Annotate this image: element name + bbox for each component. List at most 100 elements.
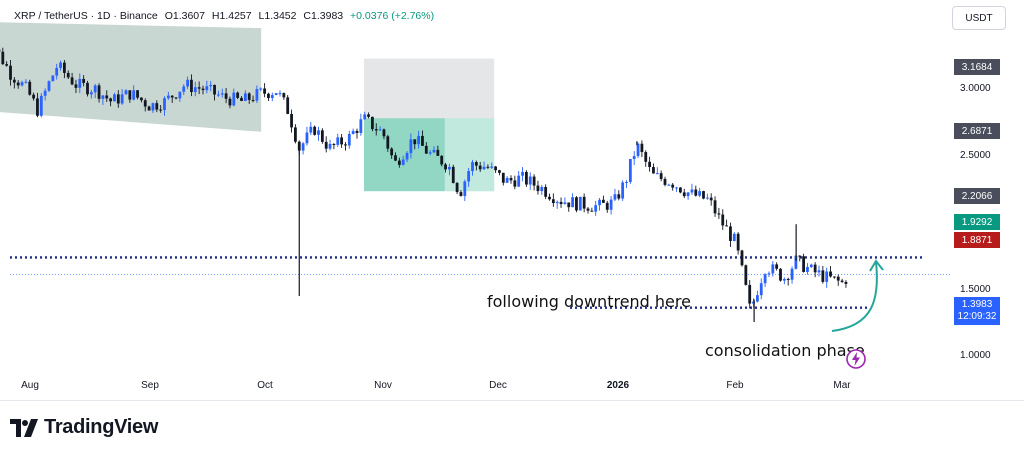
currency-button[interactable]: USDT bbox=[952, 6, 1006, 30]
candle-up bbox=[417, 135, 420, 145]
candle-up bbox=[555, 201, 559, 204]
candle-up bbox=[20, 82, 24, 86]
candle-down bbox=[652, 167, 655, 174]
candle-down bbox=[1, 51, 5, 65]
candle-up bbox=[124, 90, 128, 95]
chart-area[interactable]: XRP / TetherUS · 1D · Binance O1.3607 H1… bbox=[0, 0, 1024, 401]
candle-up bbox=[755, 295, 759, 302]
candle-up bbox=[578, 196, 582, 211]
candle-down bbox=[671, 184, 675, 188]
candle-up bbox=[278, 93, 282, 95]
candle-up bbox=[817, 270, 821, 273]
candle-down bbox=[344, 144, 347, 146]
projection-arrow bbox=[831, 261, 878, 332]
candle-down bbox=[501, 172, 505, 183]
candle-down bbox=[786, 279, 790, 281]
candle-up bbox=[636, 143, 640, 157]
candle-up bbox=[594, 205, 598, 212]
candle-down bbox=[582, 196, 586, 209]
candle-up bbox=[517, 175, 521, 187]
candle-down bbox=[605, 202, 609, 210]
candle-up bbox=[771, 264, 775, 274]
candle-up bbox=[309, 126, 313, 133]
candle-down bbox=[139, 97, 143, 101]
candle-down bbox=[551, 199, 555, 204]
candle-up bbox=[209, 84, 213, 87]
candle-down bbox=[413, 139, 417, 145]
candle-up bbox=[151, 103, 155, 111]
candle-down bbox=[836, 276, 840, 281]
candle-down bbox=[228, 98, 232, 106]
candle-up bbox=[93, 85, 97, 93]
x-tick-label: Feb bbox=[726, 380, 744, 391]
candle-down bbox=[513, 180, 517, 187]
candle-down bbox=[436, 149, 440, 156]
candle-down bbox=[486, 166, 490, 168]
last-price-tag: 1.3983 12:09:32 bbox=[954, 297, 1000, 325]
candle-down bbox=[459, 192, 463, 196]
candle-down bbox=[421, 135, 424, 146]
candle-down bbox=[32, 94, 35, 99]
candle-up bbox=[378, 129, 382, 131]
candle-up bbox=[490, 166, 494, 168]
candle-up bbox=[305, 132, 309, 144]
price-chart[interactable] bbox=[0, 0, 1024, 400]
candle-up bbox=[505, 177, 509, 183]
candle-down bbox=[340, 137, 343, 145]
price-tag-mid: 2.6871 bbox=[954, 123, 1000, 139]
candle-down bbox=[779, 268, 782, 281]
candle-down bbox=[494, 166, 497, 171]
candle-down bbox=[9, 65, 12, 80]
candle-down bbox=[844, 281, 848, 284]
candle-up bbox=[193, 87, 197, 93]
candle-up bbox=[205, 86, 209, 91]
candle-up bbox=[328, 143, 332, 149]
candle-up bbox=[186, 79, 189, 87]
candle-down bbox=[12, 79, 16, 83]
candle-up bbox=[347, 133, 351, 146]
candle-down bbox=[678, 187, 682, 193]
candle-up bbox=[363, 114, 367, 120]
candle-up bbox=[463, 181, 467, 196]
candle-down bbox=[367, 114, 370, 117]
candle-up bbox=[163, 98, 166, 111]
candle-down bbox=[617, 194, 621, 199]
candle-down bbox=[155, 103, 159, 110]
candle-down bbox=[840, 280, 844, 282]
candle-down bbox=[263, 88, 266, 94]
candle-down bbox=[744, 265, 748, 285]
candle-down bbox=[251, 99, 255, 101]
candle-up bbox=[89, 92, 93, 95]
candle-down bbox=[548, 196, 551, 200]
candle-down bbox=[297, 141, 301, 151]
candle-down bbox=[86, 82, 89, 95]
candle-down bbox=[36, 98, 39, 116]
candle-up bbox=[274, 93, 278, 95]
candle-down bbox=[240, 97, 243, 101]
open-value: O1.3607 bbox=[164, 10, 205, 22]
candle-up bbox=[625, 181, 628, 183]
candle-down bbox=[832, 276, 836, 278]
candle-down bbox=[455, 182, 459, 193]
candle-down bbox=[190, 79, 193, 93]
candle-down bbox=[74, 84, 78, 88]
lightning-icon[interactable] bbox=[845, 348, 867, 370]
change-value: +0.0376 (+2.76%) bbox=[350, 10, 435, 22]
price-tag-red: 1.8871 bbox=[954, 232, 1000, 248]
y-tick-label: 2.5000 bbox=[960, 150, 991, 161]
candle-up bbox=[794, 255, 798, 269]
candle-down bbox=[201, 88, 205, 91]
candle-up bbox=[51, 75, 55, 82]
brand-name: TradingView bbox=[44, 416, 159, 438]
symbol-label[interactable]: XRP / TetherUS · 1D · Binance bbox=[14, 10, 158, 22]
candle-up bbox=[24, 81, 28, 83]
candle-down bbox=[659, 173, 663, 179]
candle-up bbox=[571, 197, 574, 208]
candle-down bbox=[682, 192, 686, 197]
candle-up bbox=[705, 197, 709, 199]
candle-down bbox=[70, 77, 74, 85]
price-tag-label: 2.2066 bbox=[961, 190, 993, 202]
candle-down bbox=[663, 178, 667, 185]
high-value: H1.4257 bbox=[211, 10, 252, 22]
candle-up bbox=[178, 91, 182, 99]
